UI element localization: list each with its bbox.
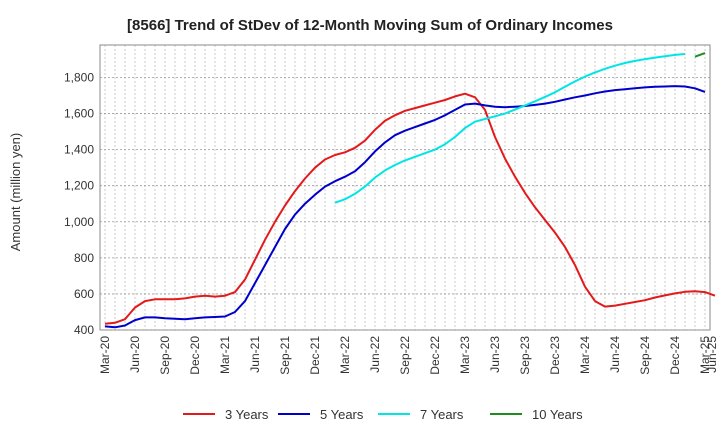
plot-frame (99, 44, 711, 331)
series-lines (104, 52, 716, 329)
series-line-3-years (104, 92, 716, 325)
x-tick-label: Sep-20 (158, 336, 172, 375)
y-tick-label: 600 (74, 287, 94, 301)
legend-label-10-years: 10 Years (532, 407, 583, 422)
x-tick-label: Mar-20 (98, 336, 112, 374)
x-tick-label: Sep-21 (278, 336, 292, 375)
legend: 3 Years 5 Years 7 Years 10 Years (183, 407, 583, 422)
x-tick-label: Mar-21 (218, 336, 232, 374)
x-axis-ticks: Mar-20 Jun-20 Sep-20 Dec-20 Mar-21 Jun-21 Sep-… (98, 336, 719, 375)
series-line-10-years (694, 52, 706, 58)
y-tick-label: 1,400 (64, 143, 94, 157)
y-tick-label: 1,000 (64, 215, 94, 229)
legend-label-5-years: 5 Years (320, 407, 364, 422)
x-tick-label: Mar-23 (458, 336, 472, 374)
chart-title: [8566] Trend of StDev of 12-Month Moving… (127, 17, 613, 34)
y-axis-ticks: 400 600 800 1,000 1,200 1,400 1,600 1,800 (64, 70, 94, 337)
x-tick-label: Dec-23 (548, 336, 562, 375)
x-tick-label: Mar-24 (578, 336, 592, 374)
x-tick-label: Dec-20 (188, 336, 202, 375)
y-axis-title: Amount (million yen) (8, 133, 23, 252)
x-tick-label: Sep-24 (638, 336, 652, 375)
x-tick-label: Jun-22 (368, 336, 382, 373)
y-tick-label: 1,600 (64, 107, 94, 121)
y-tick-label: 1,800 (64, 70, 94, 84)
y-tick-label: 400 (74, 323, 94, 337)
y-tick-label: 1,200 (64, 179, 94, 193)
x-tick-label: Sep-23 (518, 336, 532, 375)
grid (100, 45, 710, 331)
plot-area (99, 44, 711, 331)
x-tick-label: Sep-22 (398, 336, 412, 375)
series-line-5-years (104, 85, 706, 329)
x-tick-label: Jun-25 (705, 336, 719, 373)
x-tick-label: Mar-22 (338, 336, 352, 374)
x-tick-label: Dec-24 (668, 336, 682, 375)
x-tick-label: Jun-20 (128, 336, 142, 373)
x-tick-label: Jun-23 (488, 336, 502, 373)
x-tick-label: Jun-24 (608, 336, 622, 373)
y-tick-label: 800 (74, 251, 94, 265)
x-tick-label: Dec-21 (308, 336, 322, 375)
series-line-7-years (334, 53, 686, 204)
x-tick-label: Jun-21 (248, 336, 262, 373)
legend-label-3-years: 3 Years (225, 407, 269, 422)
x-tick-label: Dec-22 (428, 336, 442, 375)
x-tick-label: Mar-25 (698, 336, 712, 374)
legend-label-7-years: 7 Years (420, 407, 464, 422)
